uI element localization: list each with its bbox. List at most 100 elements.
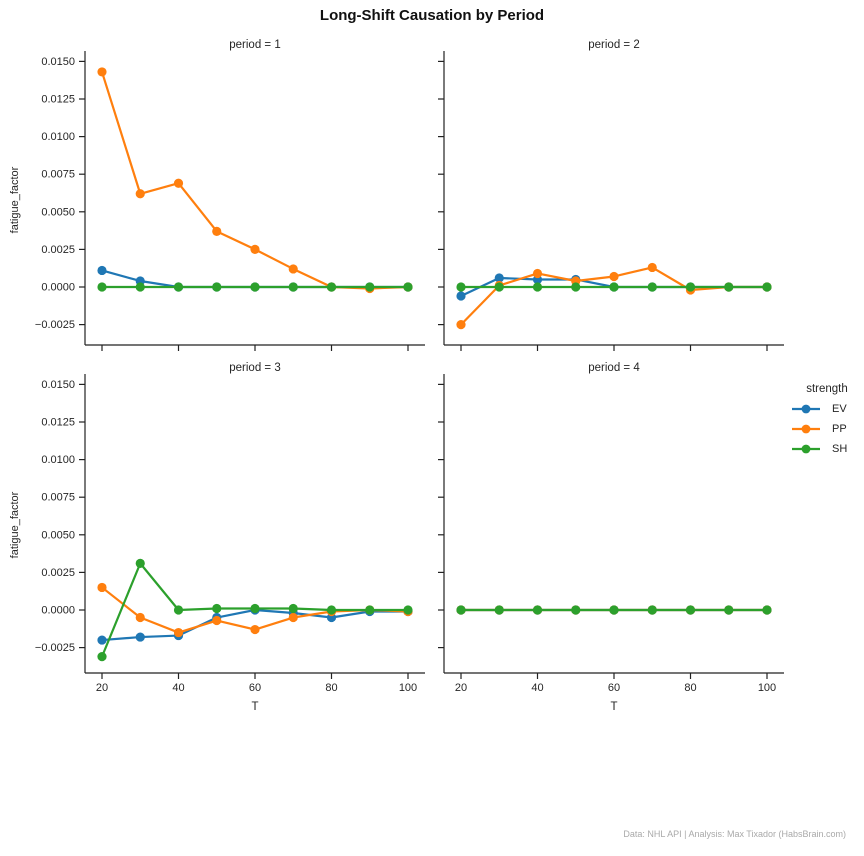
data-point-SH [173,605,184,615]
legend-label: PP [832,423,847,435]
data-point-SH [250,282,260,292]
facet-title: period = 3 [229,362,280,374]
data-point-SH [456,282,466,292]
data-point-SH [135,558,145,568]
y-axis-label-top-row: fatigue_factor [9,166,21,234]
data-point-SH [762,282,772,292]
y-tick-label: −0.0025 [35,319,75,331]
data-point-SH [685,282,696,292]
y-tick-label: −0.0025 [35,642,75,654]
data-point-SH [365,282,375,292]
x-tick-label: 100 [399,682,417,694]
data-point-SH [494,282,504,292]
data-point-PP [212,615,222,626]
data-point-EV [456,291,466,301]
x-tick-label: 100 [758,682,776,694]
y-tick-label: 0.0000 [41,605,75,617]
data-point-PP [135,189,145,199]
series-SH [456,282,772,292]
facet-title: period = 1 [229,39,280,51]
data-point-EV [135,632,145,642]
series-PP [97,67,413,294]
x-tick-label: 60 [249,682,261,694]
x-tick-label: 40 [531,682,543,694]
y-tick-label: 0.0100 [41,454,75,466]
data-point-PP [250,624,260,635]
facet-period-3: period = 3 0.0150 0.0125 0.0100 0.0075 0.0050… [25,358,427,720]
y-tick-label: 0.0050 [41,529,75,541]
data-point-PP [609,271,619,282]
data-point-SH [288,282,298,292]
x-tick-label: 20 [455,682,467,694]
series-SH [456,605,772,615]
data-point-EV [494,273,504,283]
series-SH [97,558,413,662]
data-point-SH [326,605,337,615]
legend-item-pp: PP [791,419,863,439]
data-point-SH [685,605,696,615]
x-axis-label: T [610,701,617,713]
y-tick-label: 0.0075 [41,492,75,504]
legend-swatch-sh [792,444,820,454]
data-point-PP [250,244,260,254]
chart-title: Long-Shift Causation by Period [319,7,545,24]
legend-item-sh: SH [791,439,863,459]
legend-label: EV [832,403,847,415]
x-tick-label: 80 [325,682,337,694]
attribution-footer: Data: NHL API | Analysis: Max Tixador (H… [623,829,846,839]
x-tick-label: 80 [684,682,696,694]
legend-label: SH [832,443,848,455]
data-point-SH [135,282,145,292]
data-point-SH [173,282,184,292]
data-point-PP [647,262,657,273]
y-tick-label: 0.0125 [41,94,75,106]
data-point-SH [571,282,581,292]
data-point-SH [212,603,222,614]
data-point-SH [532,605,543,615]
x-axis-label: T [251,701,258,713]
x-tick-label: 20 [96,682,108,694]
facet-period-2: period = 2 [384,35,786,365]
facet-title: period = 2 [588,39,639,51]
y-tick-label: 0.0075 [41,169,75,181]
data-point-SH [288,603,298,614]
data-point-PP [135,612,145,623]
data-point-PP [97,582,107,593]
data-point-SH [250,603,260,614]
legend-title: strength [806,383,848,395]
data-point-SH [97,282,107,292]
y-tick-label: 0.0000 [41,282,75,294]
facet-title: period = 4 [588,362,640,374]
data-point-SH [724,282,734,292]
legend: strength EV PP SH [791,383,863,459]
data-point-EV [97,265,107,276]
y-tick-label: 0.0025 [41,244,75,256]
data-point-SH [609,605,619,615]
y-axis-label-bottom-row: fatigue_factor [9,491,21,559]
data-point-SH [571,605,581,615]
facet-period-1: period = 1 0.0150 0.0125 0.0100 0.0075 0.0050… [25,35,427,365]
data-point-EV [97,635,107,645]
y-tick-label: 0.0100 [41,131,75,143]
facet-period-4: period = 4 20 40 60 80 100 T [384,358,786,720]
data-point-SH [494,605,504,615]
data-point-SH [762,605,772,615]
x-tick-label: 60 [608,682,620,694]
data-point-SH [97,652,107,662]
data-point-SH [365,605,375,615]
data-point-PP [456,320,466,330]
y-tick-label: 0.0025 [41,567,75,579]
data-point-SH [532,282,543,292]
y-tick-label: 0.0150 [41,379,75,391]
data-point-SH [647,282,657,292]
legend-item-ev: EV [791,399,863,419]
data-point-PP [173,627,184,638]
data-point-SH [403,605,413,615]
legend-swatch-ev [792,404,820,414]
legend-swatch-pp [792,424,820,434]
data-point-PP [288,612,298,623]
data-point-SH [212,282,222,292]
data-point-SH [609,282,619,292]
data-point-SH [647,605,657,615]
